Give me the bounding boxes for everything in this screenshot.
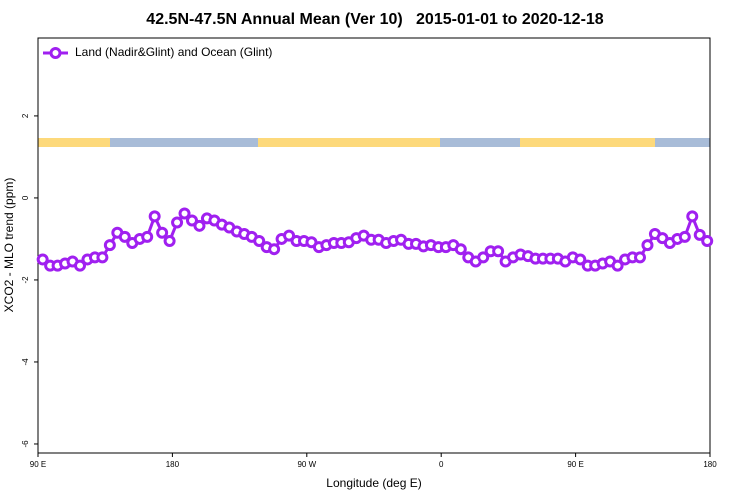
- data-point: [477, 251, 490, 264]
- land-band: [38, 138, 110, 147]
- x-tick-label: 90 W: [297, 460, 316, 469]
- data-point: [118, 230, 131, 243]
- data-point: [96, 251, 109, 264]
- y-tick-label: -6: [21, 440, 30, 448]
- data-point: [103, 239, 116, 252]
- data-point: [178, 207, 191, 220]
- data-point: [141, 230, 154, 243]
- y-tick-label: -4: [21, 358, 30, 366]
- chart-title: 42.5N-47.5N Annual Mean (Ver 10) 2015-01…: [146, 11, 604, 28]
- data-point: [611, 259, 624, 272]
- data-point: [634, 251, 646, 264]
- data-point: [186, 214, 198, 227]
- land-band: [520, 138, 655, 147]
- x-axis-label: Longitude (deg E): [326, 476, 421, 490]
- y-tick-label: 0: [21, 195, 30, 200]
- y-tick-label: 2: [21, 113, 30, 118]
- x-tick-label: 90 E: [30, 460, 46, 469]
- y-tick-label: -2: [21, 276, 30, 284]
- data-point: [454, 243, 467, 256]
- data-point: [193, 219, 206, 232]
- ocean-band: [655, 138, 710, 147]
- data-point: [492, 245, 505, 258]
- data-point: [268, 243, 281, 256]
- data-point: [36, 253, 49, 266]
- data-point: [163, 234, 176, 247]
- legend: Land (Nadir&Glint) and Ocean (Glint): [43, 45, 272, 59]
- data-point: [686, 210, 699, 223]
- x-tick-label: 180: [703, 460, 717, 469]
- data-point: [148, 210, 161, 223]
- data-point: [574, 253, 587, 266]
- data-point: [693, 228, 706, 241]
- legend-label: Land (Nadir&Glint) and Ocean (Glint): [75, 45, 272, 59]
- x-tick-label: 180: [166, 460, 180, 469]
- data-point: [641, 239, 654, 252]
- ocean-band: [440, 138, 520, 147]
- data-point: [701, 234, 714, 247]
- ocean-band: [110, 138, 258, 147]
- data-point: [74, 259, 86, 272]
- data-point: [171, 216, 184, 229]
- legend-marker: [49, 47, 62, 59]
- land-band: [258, 138, 440, 147]
- data-point: [678, 230, 691, 243]
- data-point: [156, 226, 169, 239]
- surface-band: [38, 138, 710, 147]
- x-tick-label: 90 E: [567, 460, 583, 469]
- data-point: [283, 229, 296, 242]
- y-axis-label: XCO2 - MLO trend (ppm): [2, 178, 16, 313]
- x-tick-label: 0: [439, 460, 444, 469]
- data-point: [253, 234, 266, 247]
